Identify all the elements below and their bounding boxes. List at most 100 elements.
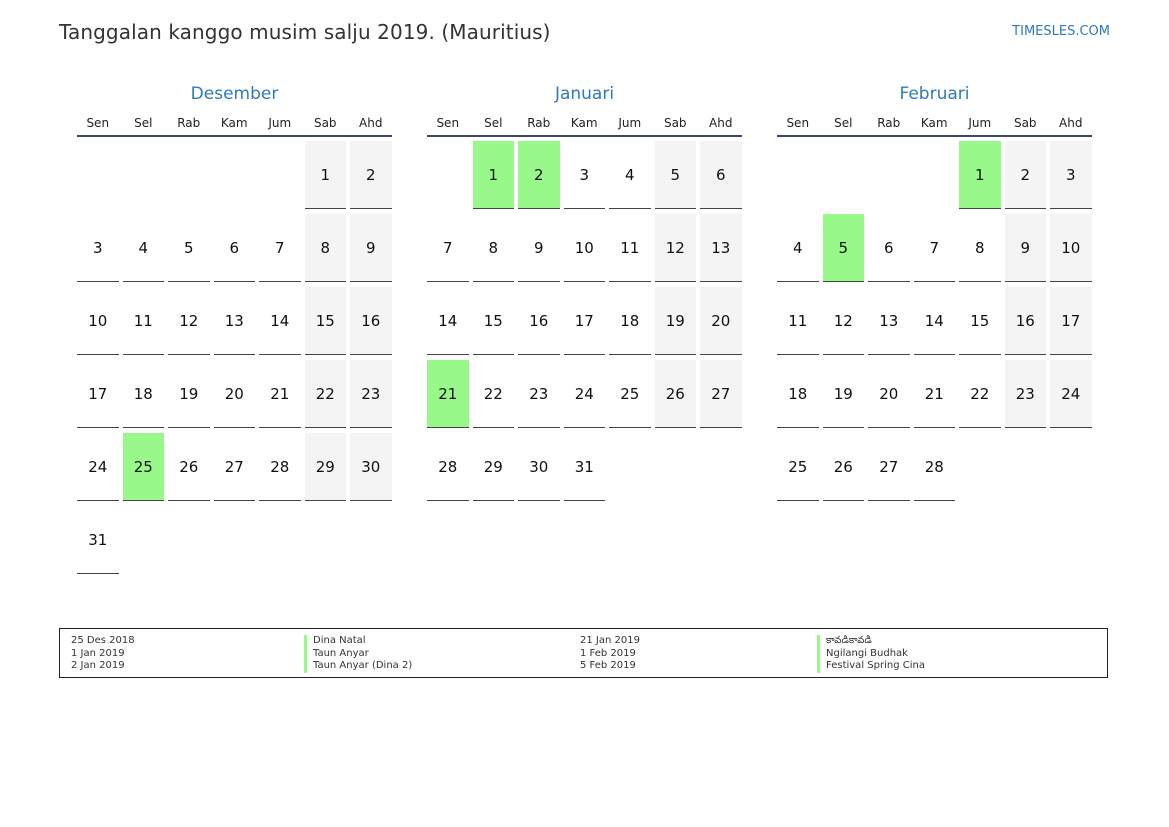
brand-link[interactable]: TIMESLES.COM — [1012, 24, 1110, 39]
day-cell: 6 — [700, 141, 742, 209]
empty-day-cell — [427, 141, 469, 209]
day-cell: 17 — [77, 360, 119, 428]
month-calendar: Februari Sen Sel Rab Kam Jum Sab Ahd 1 2 3 4 5 6 7 8 9 10… — [777, 82, 1092, 506]
day-cell: 27 — [213, 433, 255, 501]
day-cell: 14 — [913, 287, 955, 355]
week-row: 11 12 13 14 15 16 17 — [777, 287, 1092, 355]
weekday-header: Sen Sel Rab Kam Jum Sab Ahd — [777, 113, 1092, 137]
holiday-legend: 25 Des 2018 1 Jan 2019 2 Jan 2019 Dina N… — [59, 628, 1108, 678]
day-cell: 21 — [259, 360, 301, 428]
weekday-label: Sel — [134, 116, 153, 130]
weekday-label: Jum — [268, 116, 292, 130]
day-cell: 15 — [959, 287, 1001, 355]
day-cell: 12 — [168, 287, 210, 355]
day-cell: 5 — [168, 214, 210, 282]
day-cell: 8 — [472, 214, 514, 282]
day-cell: 7 — [427, 214, 469, 282]
weekday-label: Ahd — [359, 116, 383, 130]
day-cell: 24 — [1050, 360, 1092, 428]
empty-day-cell — [123, 506, 165, 574]
legend-date: 25 Des 2018 — [71, 635, 135, 646]
day-cell: 31 — [563, 433, 605, 501]
day-cell: 24 — [77, 433, 119, 501]
day-cell: 19 — [168, 360, 210, 428]
day-cell: 23 — [1004, 360, 1046, 428]
month-calendar: Januari Sen Sel Rab Kam Jum Sab Ahd 1 2 3 4 5 6 7 8 9 10 1… — [427, 82, 742, 506]
day-cell: 11 — [777, 287, 819, 355]
day-cell: 13 — [213, 287, 255, 355]
day-cell: 15 — [304, 287, 346, 355]
day-cell: 26 — [822, 433, 864, 501]
legend-holiday-name: Ngilangi Budhak — [817, 647, 925, 660]
empty-day-cell — [259, 141, 301, 209]
empty-day-cell — [914, 141, 956, 209]
holiday-day-cell: 5 — [822, 214, 864, 282]
day-cell: 5 — [654, 141, 696, 209]
day-cell: 27 — [700, 360, 742, 428]
day-cell: 31 — [77, 506, 119, 574]
week-row: 14 15 16 17 18 19 20 — [427, 287, 742, 355]
weekday-label: Jum — [968, 116, 992, 130]
holiday-day-cell: 2 — [518, 141, 560, 209]
weekday-label: Rab — [877, 116, 901, 130]
legend-names-right: కావడికావడి Ngilangi Budhak Festival Spri… — [817, 635, 925, 673]
legend-holiday-name: Festival Spring Cina — [817, 660, 925, 673]
legend-holiday-name: Dina Natal — [304, 635, 412, 648]
empty-day-cell — [214, 141, 256, 209]
day-cell: 19 — [822, 360, 864, 428]
day-cell: 4 — [122, 214, 164, 282]
day-cell: 22 — [472, 360, 514, 428]
day-cell: 9 — [1004, 214, 1046, 282]
holiday-day-cell: 21 — [427, 360, 469, 428]
weekday-label: Sen — [436, 116, 460, 130]
day-cell: 18 — [609, 287, 651, 355]
day-cell: 6 — [213, 214, 255, 282]
empty-day-cell — [823, 141, 865, 209]
month-name: Desember — [190, 84, 279, 104]
week-row: 31 — [77, 506, 392, 574]
day-cell: 19 — [654, 287, 696, 355]
day-cell: 1 — [304, 141, 346, 209]
weekday-label: Sen — [786, 116, 810, 130]
legend-date: 5 Feb 2019 — [580, 660, 636, 671]
holiday-day-cell: 25 — [122, 433, 164, 501]
legend-dates-right: 21 Jan 2019 1 Feb 2019 5 Feb 2019 — [580, 635, 640, 673]
day-cell: 17 — [563, 287, 605, 355]
day-cell: 22 — [304, 360, 346, 428]
weekday-label: Ahd — [1059, 116, 1083, 130]
day-cell: 23 — [350, 360, 392, 428]
empty-day-cell — [305, 506, 347, 574]
empty-day-cell — [777, 141, 819, 209]
weekday-header: Sen Sel Rab Kam Jum Sab Ahd — [77, 113, 392, 137]
day-cell: 20 — [700, 287, 742, 355]
week-row: 24 25 26 27 28 29 30 — [77, 433, 392, 501]
legend-date: 1 Feb 2019 — [580, 647, 636, 659]
legend-holiday-name: Taun Anyar — [304, 647, 412, 660]
day-cell: 22 — [959, 360, 1001, 428]
day-cell: 16 — [350, 287, 392, 355]
day-cell: 28 — [427, 433, 469, 501]
day-cell: 2 — [350, 141, 392, 209]
holiday-day-cell: 1 — [959, 141, 1001, 209]
day-cell: 2 — [1004, 141, 1046, 209]
day-cell: 16 — [518, 287, 560, 355]
legend-names-left: Dina Natal Taun Anyar Taun Anyar (Dina 2… — [304, 635, 412, 673]
day-cell: 24 — [563, 360, 605, 428]
legend-date: 2 Jan 2019 — [71, 660, 125, 671]
holiday-day-cell: 1 — [472, 141, 514, 209]
day-cell: 25 — [609, 360, 651, 428]
weekday-label: Sen — [86, 116, 110, 130]
day-cell: 12 — [822, 287, 864, 355]
empty-day-cell — [214, 506, 256, 574]
weekday-label: Rab — [527, 116, 551, 130]
weekday-label: Ahd — [709, 116, 733, 130]
weekday-label: Jum — [618, 116, 642, 130]
day-cell: 6 — [868, 214, 910, 282]
weekday-header: Sen Sel Rab Kam Jum Sab Ahd — [427, 113, 742, 137]
week-row: 28 29 30 31 — [427, 433, 742, 501]
empty-day-cell — [700, 433, 742, 501]
empty-day-cell — [259, 506, 301, 574]
